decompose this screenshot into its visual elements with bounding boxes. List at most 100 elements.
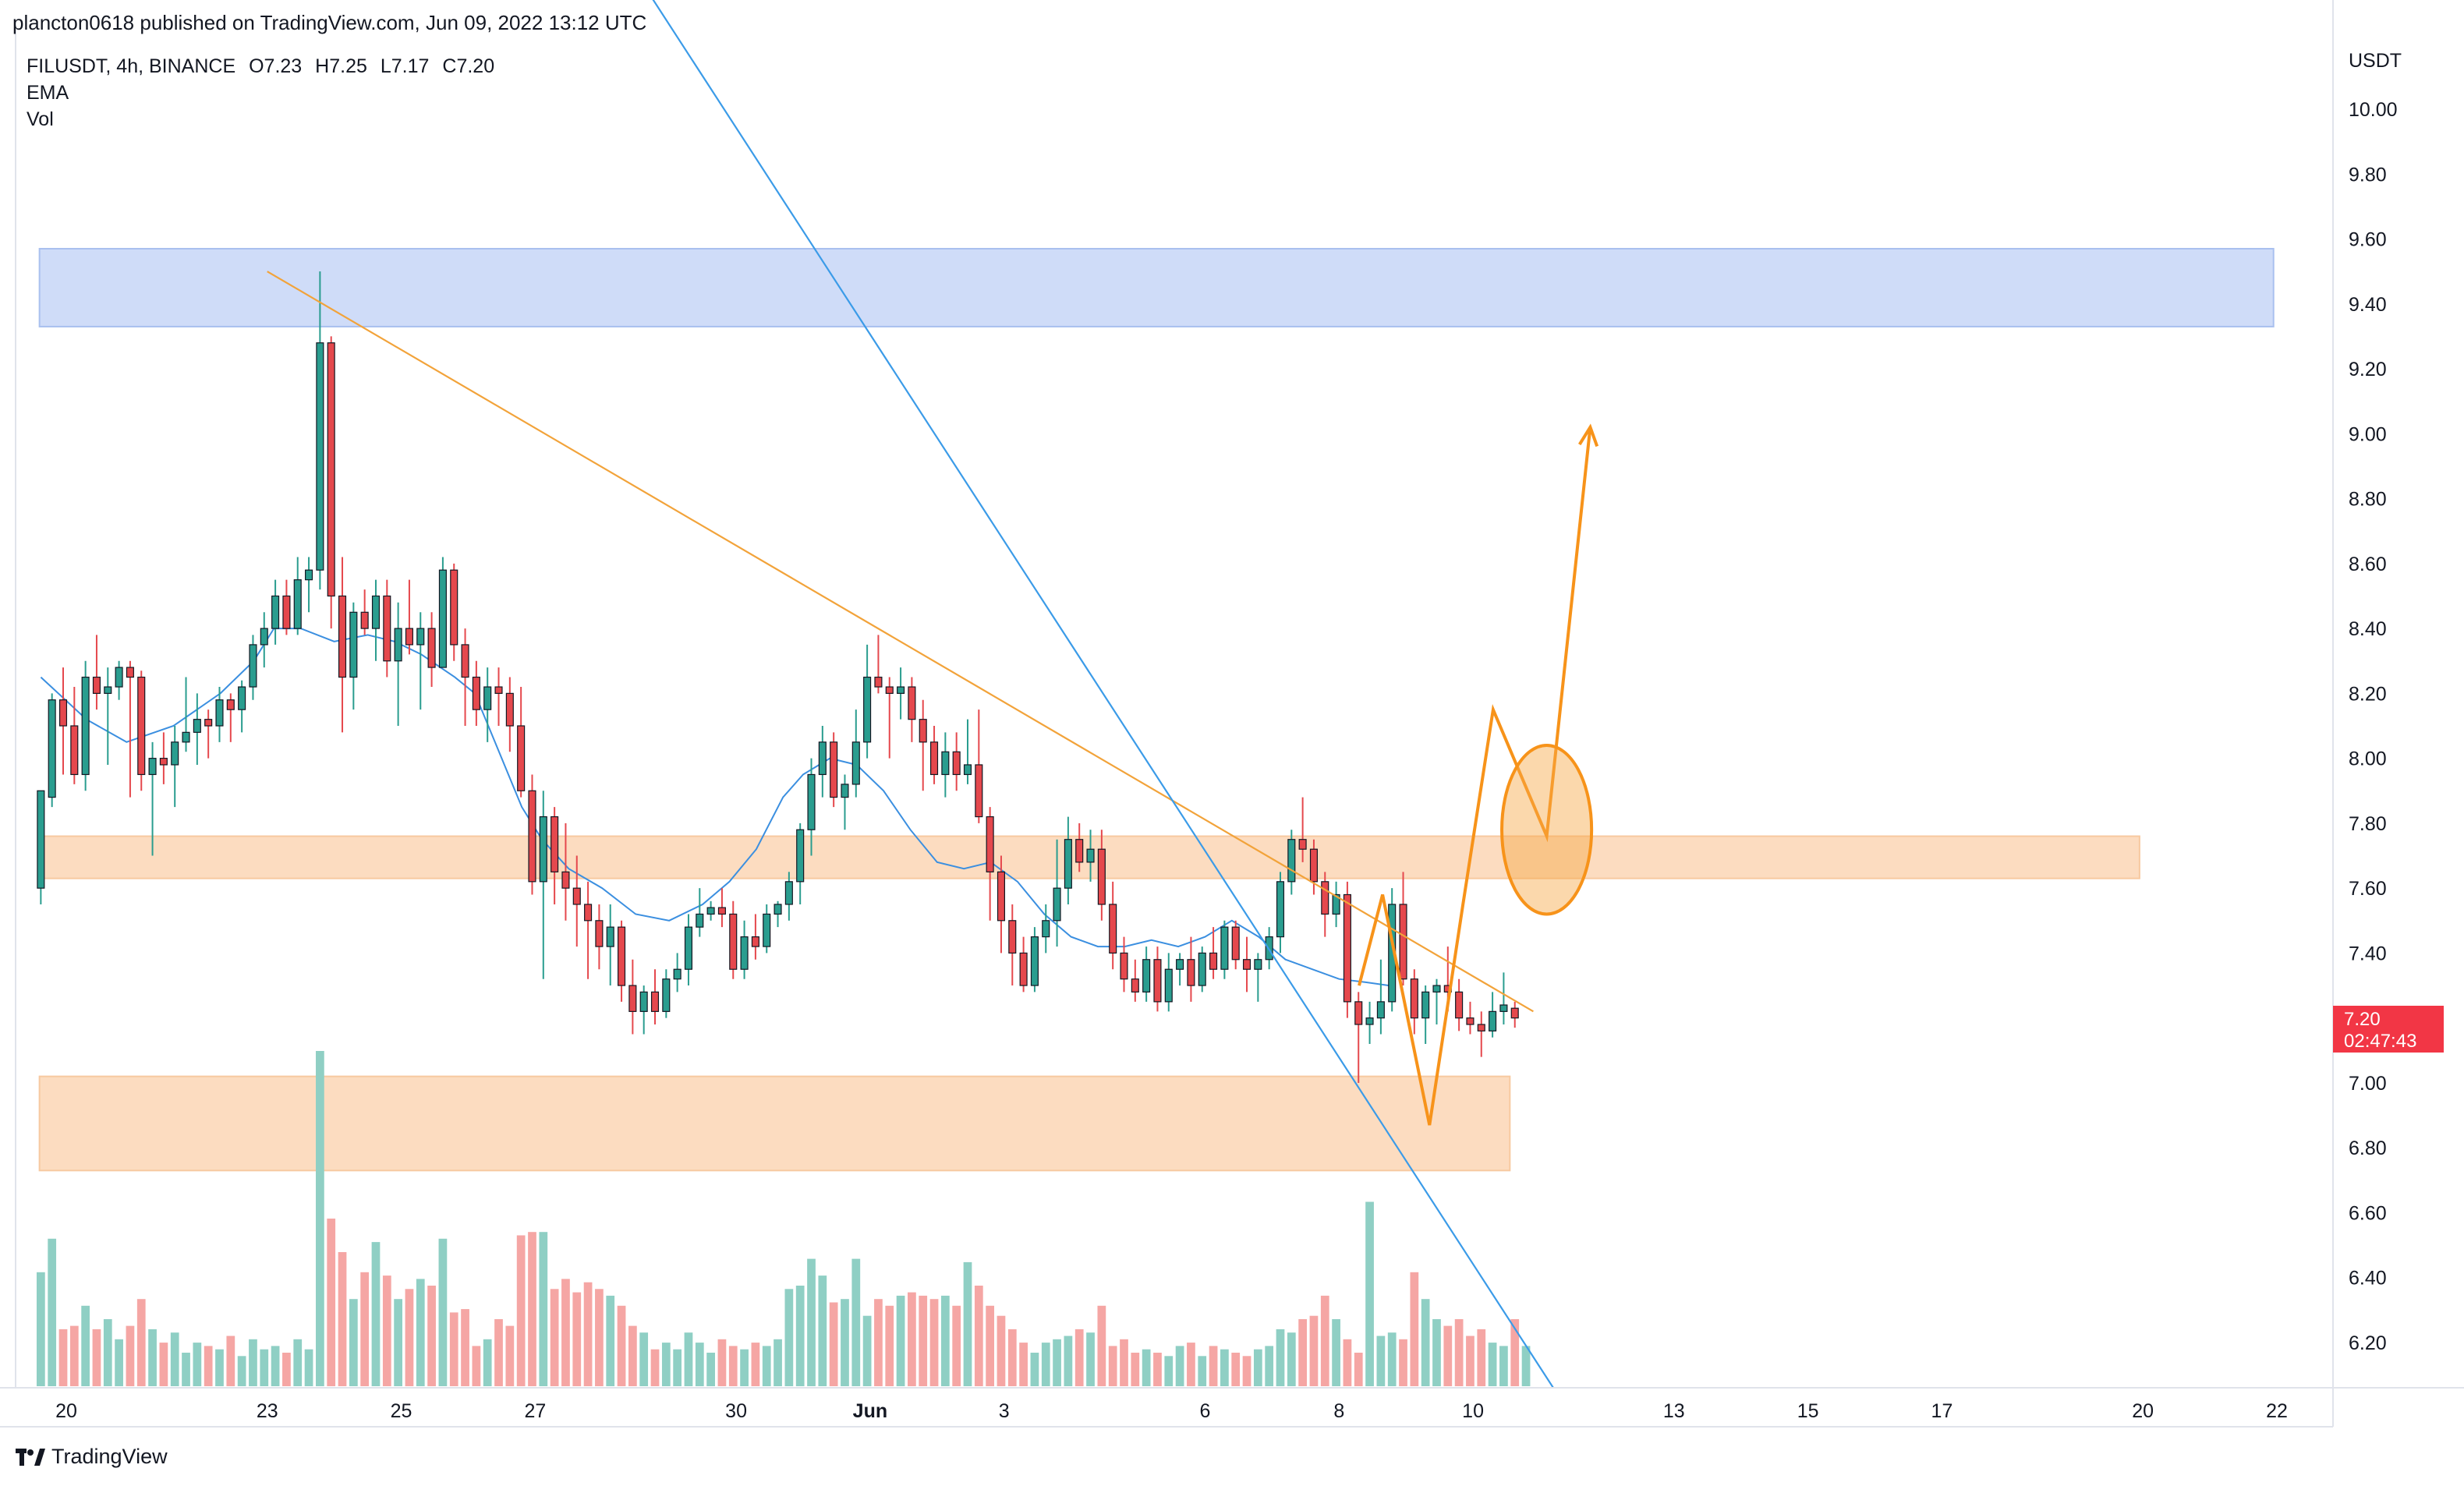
candle-body [1287,839,1296,883]
legend-indicator-ema[interactable]: EMA [27,82,69,104]
price-axis-unit[interactable]: USDT [2349,50,2402,72]
candle-body [1220,926,1229,970]
candle [1064,816,1072,904]
candle [1489,992,1497,1038]
candle [193,693,201,765]
candle-body [1276,881,1285,938]
volume-layer [36,1051,1531,1386]
candle [472,660,480,726]
candle-body [1187,959,1195,986]
volume-bar [58,1329,68,1386]
volume-bar [561,1279,570,1386]
tradingview-brand[interactable]: TradingView [16,1445,168,1469]
candle-body [1399,904,1407,980]
volume-bar [650,1349,660,1386]
legend-high-label: H [315,55,330,77]
candle [1120,936,1128,992]
candle-body [182,731,190,743]
candle [830,732,838,808]
price-tick-label: 7.80 [2349,813,2387,835]
candle [1477,1011,1485,1057]
volume-bar [394,1299,402,1386]
candle-body [830,741,838,798]
candle-body [1109,904,1117,954]
candle-body [650,991,660,1012]
candle [126,660,134,798]
candle [1276,872,1285,954]
candle-body [1321,881,1329,915]
candle [851,709,860,798]
candle [249,635,257,700]
volume-bar [1320,1295,1329,1386]
candle-body [282,595,291,629]
volume-bar [1376,1336,1386,1386]
axis-layer: 10.00 9.80 9.60 9.40 9.20 9.00 8.80 8.60 8.40 8.2… [0,0,2464,1428]
candle-body [528,790,536,883]
candle [1231,920,1240,970]
candle-body [360,611,369,629]
price-tick-label: 8.40 [2349,618,2387,640]
volume-bar [908,1292,916,1386]
volume-bar [1097,1305,1106,1386]
candle [1242,936,1251,992]
volume-bar [1343,1339,1352,1386]
candle [1153,946,1162,1012]
candle [383,579,391,678]
publisher-note: plancton0618 published on TradingView.co… [12,11,647,34]
candle [584,881,593,979]
candle [941,732,950,798]
legend-indicator-vol[interactable]: Vol [27,108,54,130]
volume-bar [684,1332,693,1386]
candle [271,579,280,645]
candle [684,914,693,986]
ema-layer [40,628,1390,987]
candle-body [963,764,972,776]
candle [215,687,224,742]
volume-bar [740,1349,749,1386]
candle [104,667,112,765]
volume-bar [494,1319,503,1386]
volume-bar [271,1346,280,1386]
candle-body [1164,968,1173,1003]
candle-body [941,751,950,776]
volume-bar [1164,1356,1174,1386]
candle [997,855,1006,954]
candle [863,644,872,759]
candle [919,699,927,791]
candle [305,557,313,613]
volume-bar [919,1295,928,1386]
time-tick-label: 27 [524,1400,546,1422]
volume-bar [148,1329,157,1386]
volume-bar [1175,1346,1184,1386]
volume-bar [974,1286,983,1386]
volume-bar [963,1261,972,1386]
volume-bar [1510,1319,1520,1386]
volume-bar [237,1356,246,1386]
legend-low-label: L [380,55,391,77]
volume-bar [841,1299,849,1386]
candle-body [383,595,391,662]
candle-body [115,667,123,688]
price-tick-label: 8.20 [2349,683,2387,705]
volume-bar [528,1232,536,1386]
price-tick-label: 6.60 [2349,1202,2387,1224]
price-tick-label: 7.40 [2349,943,2387,964]
volume-bar [327,1219,336,1386]
candle-body [885,686,894,694]
candle [461,628,469,726]
candle [561,823,570,921]
candle [260,612,268,668]
candle-body [729,913,738,970]
volume-bar [818,1275,827,1386]
candle-body [338,595,347,678]
time-tick-label: 6 [1200,1400,1211,1422]
volume-bar [706,1353,715,1386]
candle-body [58,699,68,727]
legend-symbol[interactable]: FILUSDT, 4h, BINANCE [27,55,236,77]
last-price-tag: 7.20 02:47:43 [2333,1006,2444,1053]
candle-body [717,907,726,915]
price-tick-label: 8.80 [2349,489,2387,511]
candle [618,920,626,1002]
volume-bar [1120,1339,1128,1386]
